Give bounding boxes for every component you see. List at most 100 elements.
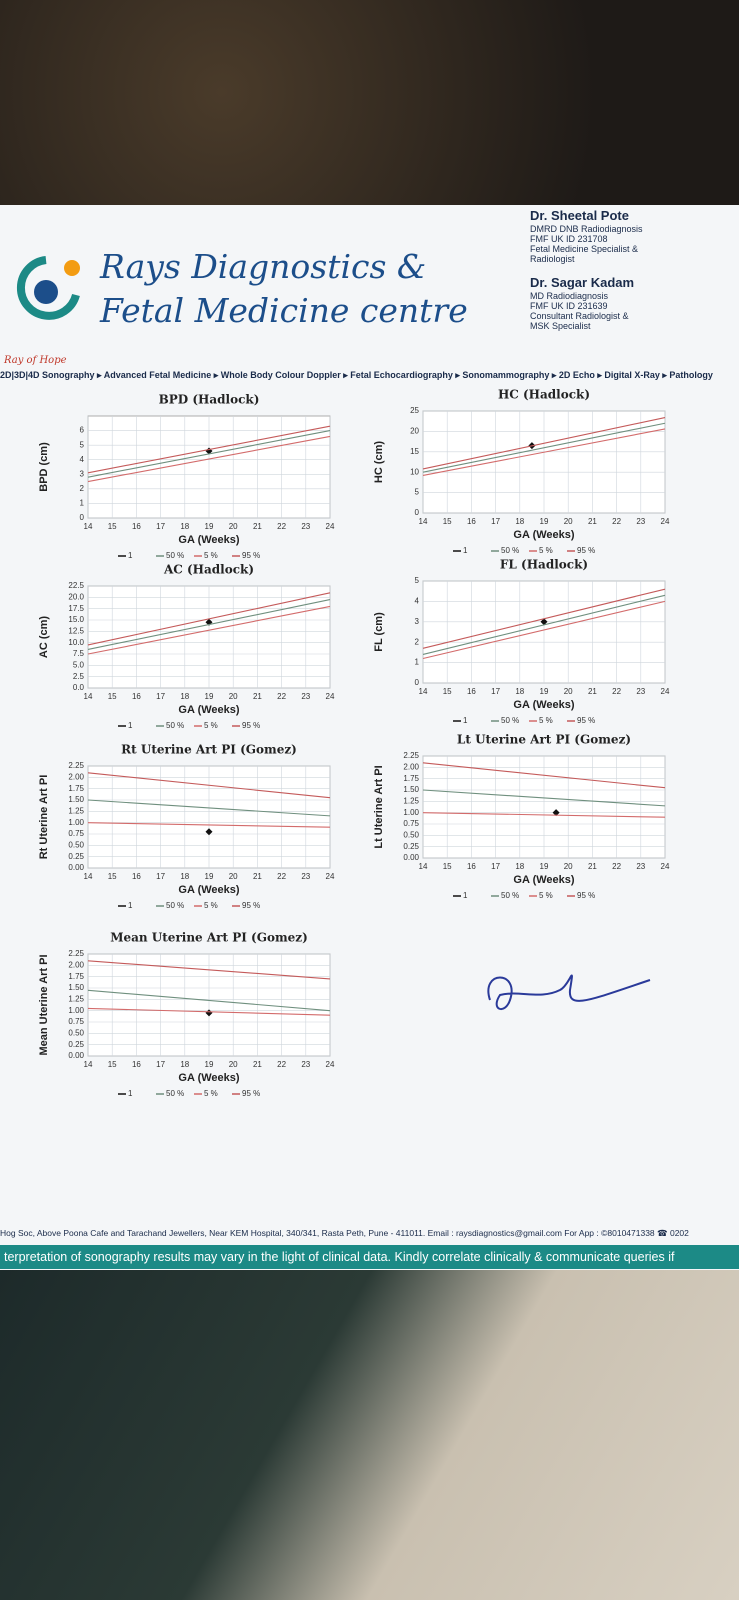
legend-label: 5 % bbox=[204, 551, 218, 560]
percentile-line bbox=[87, 822, 331, 828]
signature bbox=[487, 974, 651, 1010]
y-tick-label: 0.75 bbox=[68, 829, 84, 838]
x-tick-label: 17 bbox=[156, 692, 165, 701]
doctor-name: Dr. Sheetal Pote bbox=[530, 208, 629, 223]
data-point bbox=[552, 809, 560, 817]
legend-label: 50 % bbox=[166, 551, 184, 560]
legend-label: 1 bbox=[128, 551, 133, 560]
percentile-line bbox=[422, 428, 666, 477]
brand-name: Rays Diagnostics & Fetal Medicine centre bbox=[100, 245, 468, 333]
x-tick-label: 14 bbox=[419, 687, 428, 696]
x-tick-label: 17 bbox=[491, 862, 500, 871]
y-tick-label: 10.0 bbox=[68, 638, 84, 647]
background-fabric bbox=[0, 0, 739, 230]
chart: BPD (Hadlock)14 15 16 17 18 19 20 21 22 23 2401234… bbox=[38, 393, 335, 561]
chart-title: BPD (Hadlock) bbox=[159, 393, 260, 407]
legend-label: 50 % bbox=[501, 716, 519, 725]
y-tick-label: 20 bbox=[410, 427, 419, 436]
legend-label: 95 % bbox=[577, 891, 595, 900]
x-tick-label: 17 bbox=[156, 872, 165, 881]
x-tick-label: 20 bbox=[564, 517, 573, 526]
y-tick-label: 2.00 bbox=[403, 762, 419, 771]
data-point bbox=[205, 1009, 213, 1017]
data-point bbox=[540, 618, 548, 626]
x-tick-label: 19 bbox=[205, 872, 214, 881]
x-tick-label: 22 bbox=[277, 522, 286, 531]
x-tick-label: 18 bbox=[515, 862, 524, 871]
y-tick-label: 0.25 bbox=[403, 842, 419, 851]
percentile-line bbox=[422, 416, 666, 470]
y-tick-label: 2.00 bbox=[68, 772, 84, 781]
x-tick-label: 23 bbox=[636, 687, 645, 696]
x-tick-label: 17 bbox=[156, 522, 165, 531]
y-tick-label: 2.5 bbox=[73, 672, 85, 681]
y-tick-label: 0.75 bbox=[403, 819, 419, 828]
x-tick-label: 23 bbox=[301, 522, 310, 531]
chart: HC (Hadlock)14 15 16 17 18 19 20 21 22 23 24051015… bbox=[373, 388, 670, 556]
y-tick-label: 0.25 bbox=[68, 1040, 84, 1049]
x-tick-label: 20 bbox=[564, 862, 573, 871]
y-axis-label: FL (cm) bbox=[373, 612, 385, 652]
x-tick-label: 16 bbox=[132, 872, 141, 881]
y-tick-label: 1 bbox=[80, 499, 85, 508]
y-tick-label: 1.00 bbox=[68, 818, 84, 827]
y-axis-label: Mean Uterine Art PI bbox=[38, 954, 50, 1055]
x-tick-label: 16 bbox=[132, 522, 141, 531]
x-tick-label: 18 bbox=[515, 517, 524, 526]
y-axis-label: AC (cm) bbox=[38, 616, 50, 659]
x-tick-label: 19 bbox=[540, 517, 549, 526]
y-tick-label: 12.5 bbox=[68, 626, 84, 635]
x-tick-label: 16 bbox=[467, 517, 476, 526]
chart-title: HC (Hadlock) bbox=[498, 388, 590, 402]
x-axis-label: GA (Weeks) bbox=[513, 874, 574, 886]
x-tick-label: 21 bbox=[253, 522, 262, 531]
y-tick-label: 0 bbox=[80, 513, 85, 522]
x-tick-label: 16 bbox=[467, 862, 476, 871]
y-tick-label: 0.00 bbox=[68, 863, 84, 872]
x-tick-label: 14 bbox=[84, 872, 93, 881]
legend-label: 1 bbox=[128, 1089, 133, 1098]
y-tick-label: 1 bbox=[415, 658, 420, 667]
doctor-detail: FMF UK ID 231708 bbox=[530, 234, 608, 244]
x-tick-label: 24 bbox=[326, 1060, 335, 1069]
legend-label: 95 % bbox=[242, 901, 260, 910]
y-tick-label: 5 bbox=[415, 488, 420, 497]
x-tick-label: 17 bbox=[491, 517, 500, 526]
y-tick-label: 1.75 bbox=[68, 784, 84, 793]
chart: FL (Hadlock)14 15 16 17 18 19 20 21 22 23 24012345… bbox=[373, 558, 670, 726]
x-tick-label: 24 bbox=[661, 862, 670, 871]
chart: Lt Uterine Art PI (Gomez) 14 15 16 17 18 19 20 2… bbox=[373, 733, 670, 901]
y-tick-label: 2 bbox=[80, 484, 85, 493]
legend-label: 95 % bbox=[242, 721, 260, 730]
tagline: Ray of Hope bbox=[4, 355, 67, 366]
x-tick-label: 24 bbox=[326, 692, 335, 701]
x-tick-label: 18 bbox=[180, 1060, 189, 1069]
x-tick-label: 21 bbox=[588, 862, 597, 871]
percentile-line bbox=[87, 772, 331, 799]
percentile-line bbox=[422, 812, 666, 818]
legend-label: 50 % bbox=[166, 721, 184, 730]
x-tick-label: 15 bbox=[108, 1060, 117, 1069]
percentile-line bbox=[87, 425, 331, 474]
y-axis-label: HC (cm) bbox=[373, 441, 385, 484]
legend-label: 95 % bbox=[577, 546, 595, 555]
x-tick-label: 14 bbox=[84, 522, 93, 531]
x-tick-label: 14 bbox=[419, 517, 428, 526]
percentile-line bbox=[422, 762, 666, 789]
x-tick-label: 21 bbox=[253, 692, 262, 701]
x-tick-label: 19 bbox=[205, 692, 214, 701]
percentile-line bbox=[87, 960, 331, 980]
x-tick-label: 18 bbox=[180, 872, 189, 881]
y-tick-label: 17.5 bbox=[68, 604, 84, 613]
x-tick-label: 20 bbox=[229, 692, 238, 701]
x-tick-label: 20 bbox=[229, 1060, 238, 1069]
percentile-line bbox=[87, 592, 331, 646]
x-tick-label: 24 bbox=[661, 687, 670, 696]
legend-label: 50 % bbox=[501, 546, 519, 555]
x-axis-label: GA (Weeks) bbox=[178, 1072, 239, 1084]
y-tick-label: 0.50 bbox=[68, 1028, 84, 1037]
x-tick-label: 19 bbox=[205, 1060, 214, 1069]
data-point bbox=[205, 828, 213, 836]
chart: AC (Hadlock) 14 15 16 17 18 19 20 21 22 23 24 0.0 2.5… bbox=[38, 563, 335, 731]
x-tick-label: 17 bbox=[491, 687, 500, 696]
